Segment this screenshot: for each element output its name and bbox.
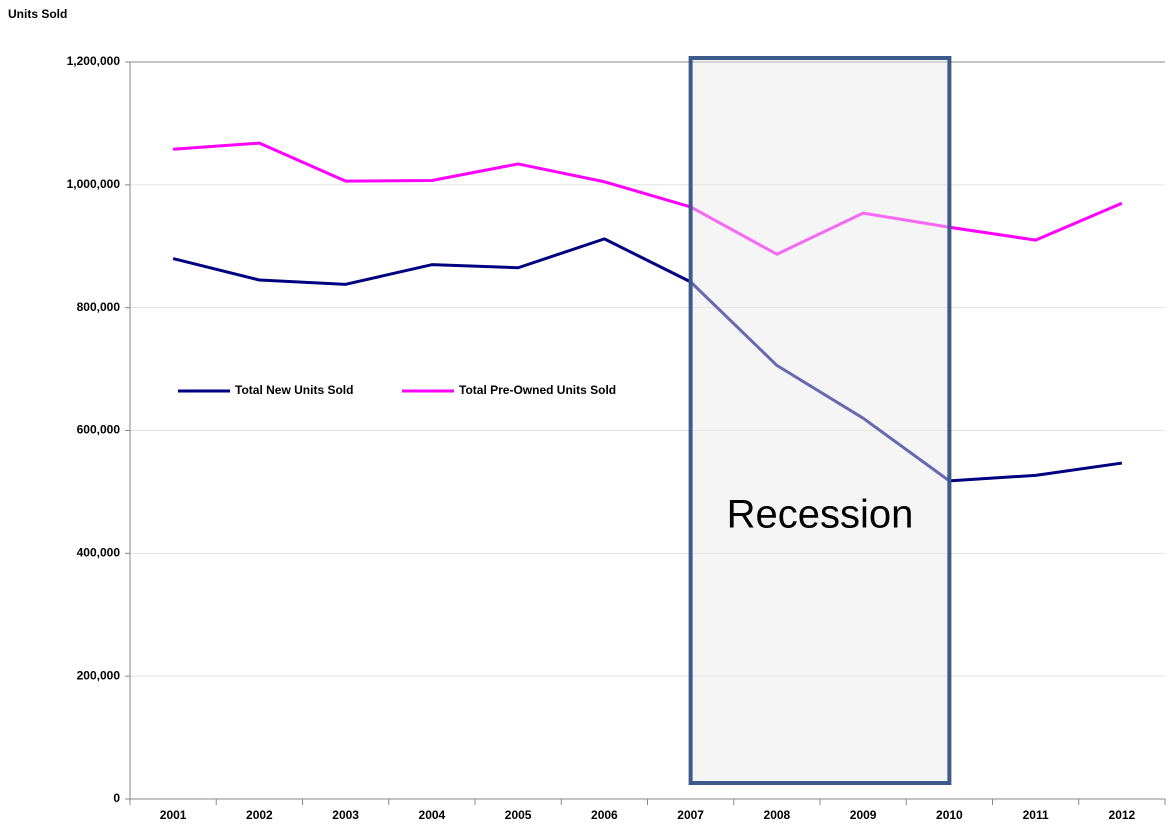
legend-box: [160, 368, 665, 430]
x-tick-label: 2005: [505, 808, 532, 822]
series-line: [173, 141, 1123, 256]
y-tick-label: 0: [113, 791, 120, 805]
legend-label: Total Pre-Owned Units Sold: [459, 383, 616, 397]
x-tick-label: 2002: [246, 808, 273, 822]
y-tick-label: 800,000: [77, 300, 121, 314]
y-tick-label: 1,200,000: [67, 54, 121, 68]
x-tick-label: 2004: [419, 808, 446, 822]
x-tick-label: 2001: [160, 808, 187, 822]
x-tick-label: 2011: [1023, 808, 1049, 822]
x-tick-label: 2009: [850, 808, 877, 822]
y-axis-label: Units Sold: [8, 7, 67, 21]
series-line: [172, 237, 1123, 483]
x-tick-label: 2007: [677, 808, 704, 822]
y-tick-label: 200,000: [77, 668, 121, 682]
legend-label: Total New Units Sold: [235, 383, 353, 397]
y-tick-label: 400,000: [77, 546, 121, 560]
x-tick-label: 2010: [936, 808, 963, 822]
recession-label: Recession: [727, 493, 914, 537]
recession-box: [688, 56, 952, 785]
x-tick-label: 2006: [591, 808, 618, 822]
x-tick-label: 2008: [764, 808, 791, 822]
x-tick-label: 2012: [1109, 808, 1136, 822]
y-tick-label: 600,000: [77, 423, 121, 437]
y-tick-label: 1,000,000: [67, 177, 121, 191]
x-tick-label: 2003: [332, 808, 359, 822]
